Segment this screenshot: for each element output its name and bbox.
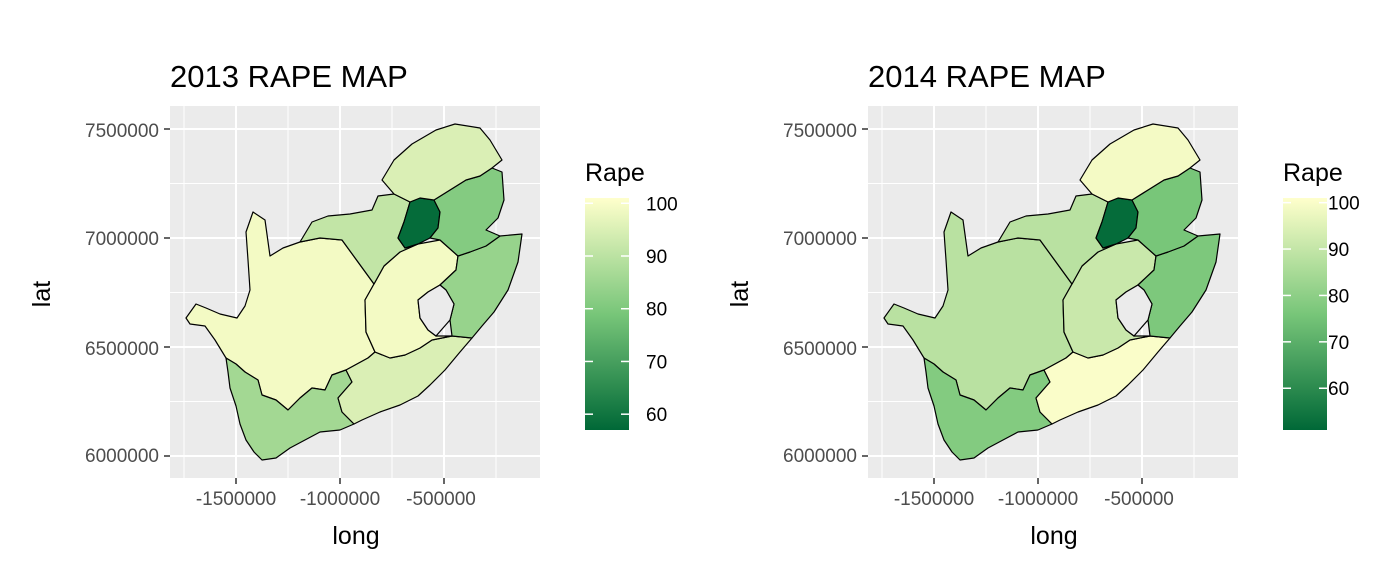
legend-tick-label: 90 [646, 247, 667, 268]
legend-tick-label: 90 [1328, 240, 1349, 261]
lesotho-hole [1115, 284, 1153, 337]
region-layer [185, 123, 523, 461]
legend-tick-label: 80 [1328, 286, 1349, 307]
y-tick-label: 6500000 [783, 339, 857, 360]
province-limpopo [1079, 123, 1201, 203]
choropleth-plot: 2014 RAPE MAP 7500000 7000000 6500000 60… [726, 59, 1360, 550]
x-axis-title: long [1030, 522, 1077, 550]
map-panel-2014: 2014 RAPE MAP 7500000 7000000 6500000 60… [698, 0, 1392, 556]
y-tick-label: 7000000 [85, 229, 159, 250]
y-axis-title: lat [726, 281, 754, 307]
x-tick-label: -1500000 [196, 489, 276, 510]
legend-title: Rape [1283, 159, 1343, 187]
legend-tick-label: 100 [1328, 194, 1360, 215]
x-tick-label: -500000 [1104, 489, 1174, 510]
legend-tick-label: 70 [1328, 333, 1349, 354]
y-axis-title: lat [28, 281, 56, 307]
x-tick-label: -1000000 [998, 489, 1078, 510]
y-axis: 7500000 7000000 6500000 6000000 [85, 121, 159, 467]
legend-tick-label: 70 [646, 353, 667, 374]
chart-title: 2014 RAPE MAP [868, 59, 1106, 94]
map-panel-2013: 2013 RAPE MAP 7500000 7000000 6500000 60… [0, 0, 696, 556]
y-tick-label: 6000000 [85, 446, 159, 467]
x-tick-label: -1500000 [894, 489, 974, 510]
legend-title: Rape [585, 159, 645, 187]
legend-labels: 100 90 80 70 60 [646, 194, 678, 426]
y-tick-label: 7000000 [783, 229, 857, 250]
x-tick-label: -1000000 [300, 489, 380, 510]
legend-colorbar [585, 198, 629, 430]
x-axis-title: long [332, 522, 379, 550]
y-axis: 7500000 7000000 6500000 6000000 [783, 121, 857, 467]
legend-gradient [585, 198, 629, 430]
legend-tick-label: 100 [646, 194, 678, 215]
choropleth-plot: 2013 RAPE MAP 7500000 7000000 6500000 60… [28, 59, 678, 550]
x-axis: -1500000 -1000000 -500000 [196, 489, 476, 510]
region-layer [883, 123, 1221, 461]
legend-gradient [1283, 198, 1327, 430]
legend-tick-label: 60 [646, 405, 667, 426]
legend-labels: 100 90 80 70 60 [1328, 194, 1360, 401]
legend-tick-label: 60 [1328, 379, 1349, 400]
x-tick-label: -500000 [406, 489, 476, 510]
y-tick-label: 7500000 [85, 121, 159, 142]
province-limpopo [381, 123, 503, 203]
y-tick-label: 6000000 [783, 446, 857, 467]
x-axis: -1500000 -1000000 -500000 [894, 489, 1174, 510]
y-tick-label: 7500000 [783, 121, 857, 142]
legend-tick-label: 80 [646, 300, 667, 321]
lesotho-hole [417, 284, 455, 337]
y-tick-label: 6500000 [85, 339, 159, 360]
chart-title: 2013 RAPE MAP [170, 59, 408, 94]
legend-colorbar [1283, 198, 1327, 430]
